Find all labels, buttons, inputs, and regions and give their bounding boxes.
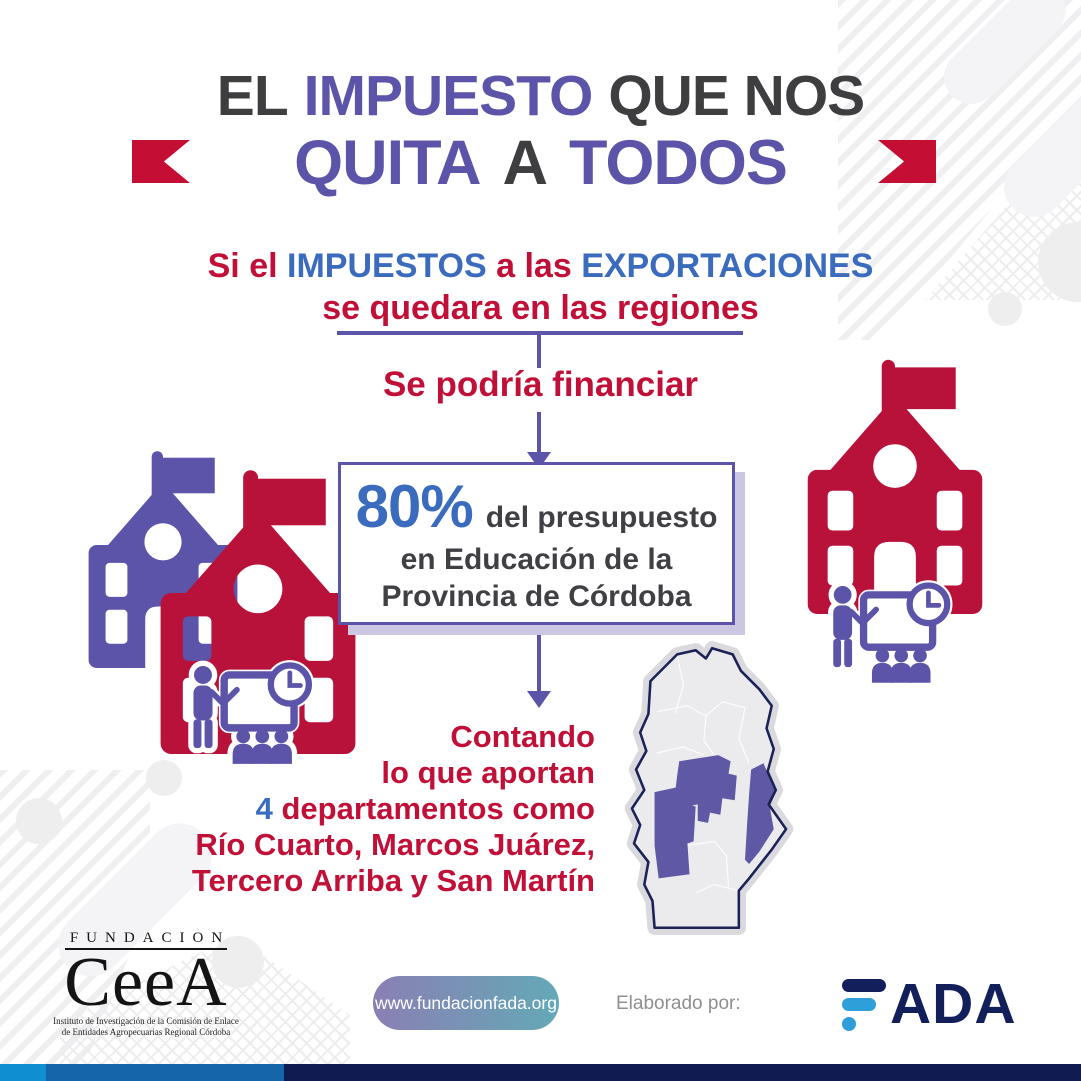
headline-word-todos: TODOS xyxy=(568,128,788,198)
arrow-down-icon xyxy=(527,691,551,708)
stat-line3: Provincia de Córdoba xyxy=(381,580,692,613)
subtitle-seg4: EXPORTACIONES xyxy=(581,247,874,285)
headline-word-a: A xyxy=(502,128,547,198)
cordoba-province-map xyxy=(624,641,794,935)
connector-stem xyxy=(537,331,541,368)
teacher-presentation-icon-left xyxy=(188,658,326,766)
note-line3-text: departamentos como xyxy=(281,791,595,826)
ceea-foundation-label: FUNDACION xyxy=(69,930,231,946)
fada-logo: ADA xyxy=(842,972,1017,1036)
map-highlighted-departments xyxy=(654,755,776,879)
note-line2: lo que aportan xyxy=(381,755,595,790)
subtitle-line2: se quedara en las regiones xyxy=(322,289,759,327)
stat-line2: en Educación de la xyxy=(400,543,673,576)
deco-circle xyxy=(146,760,182,796)
note-line3: 4 departamentos como xyxy=(192,791,595,827)
bottom-bar-segment-navy xyxy=(284,1064,1081,1081)
deco-circle xyxy=(988,292,1022,326)
bottom-bar-segment-blue xyxy=(46,1064,284,1081)
deco-circle xyxy=(212,936,264,988)
credit-label: Elaborado por: xyxy=(616,993,741,1014)
connector-stem xyxy=(537,412,541,453)
teacher-presentation-icon-right xyxy=(828,578,964,685)
ceea-acronym: CeeA xyxy=(64,944,228,1021)
subtitle-seg3: a las xyxy=(496,247,572,285)
ceea-logo: FUNDACION CeeA Instituto de Investigació… xyxy=(38,930,254,1038)
fada-wordmark: ADA xyxy=(890,972,1017,1036)
headline-word-que-nos: QUE NOS xyxy=(608,64,865,128)
connector-stem xyxy=(537,630,541,692)
note-number: 4 xyxy=(255,791,273,826)
ceea-subtitle-line2: de Entidades Agropecuarias Regional Córd… xyxy=(61,1027,231,1037)
headline-line1: EL IMPUESTO QUE NOS xyxy=(0,66,1081,126)
flow-step-label: Se podría financiar xyxy=(382,365,699,404)
school-icon-red-right xyxy=(800,356,990,614)
note-block: Contando lo que aportan 4 departamentos … xyxy=(192,719,595,899)
headline-word-quita: QUITA xyxy=(294,128,481,198)
stat-row: 80% del presupuesto xyxy=(356,472,718,541)
bottom-bar-segment-light-blue xyxy=(0,1064,46,1081)
note-line1: Contando xyxy=(450,719,595,754)
note-line5: Tercero Arriba y San Martín xyxy=(191,863,595,898)
headline-word-impuesto: IMPUESTO xyxy=(303,64,594,128)
deco-circle xyxy=(16,798,62,844)
website-pill[interactable]: www.fundacionfada.org xyxy=(373,976,559,1030)
stat-box: 80% del presupuesto en Educación de la P… xyxy=(338,462,735,625)
ceea-subtitle-line1: Instituto de Investigación de la Comisió… xyxy=(53,1016,239,1026)
headline-word-el: EL xyxy=(216,64,289,128)
fada-f-icon xyxy=(842,979,886,1033)
subtitle-seg1: Si el xyxy=(207,247,278,285)
stat-caption: del presupuesto xyxy=(485,501,718,534)
headline-line2: QUITA A TODOS xyxy=(0,130,1081,196)
stat-value: 80% xyxy=(355,473,474,540)
subtitle-seg2: IMPUESTOS xyxy=(287,247,487,285)
note-line4: Río Cuarto, Marcos Juárez, xyxy=(195,827,595,862)
subtitle-line1: Si el IMPUESTOS a las EXPORTACIONES xyxy=(0,247,1081,285)
bottom-bar xyxy=(0,1064,1081,1081)
ceea-rule xyxy=(65,948,227,950)
